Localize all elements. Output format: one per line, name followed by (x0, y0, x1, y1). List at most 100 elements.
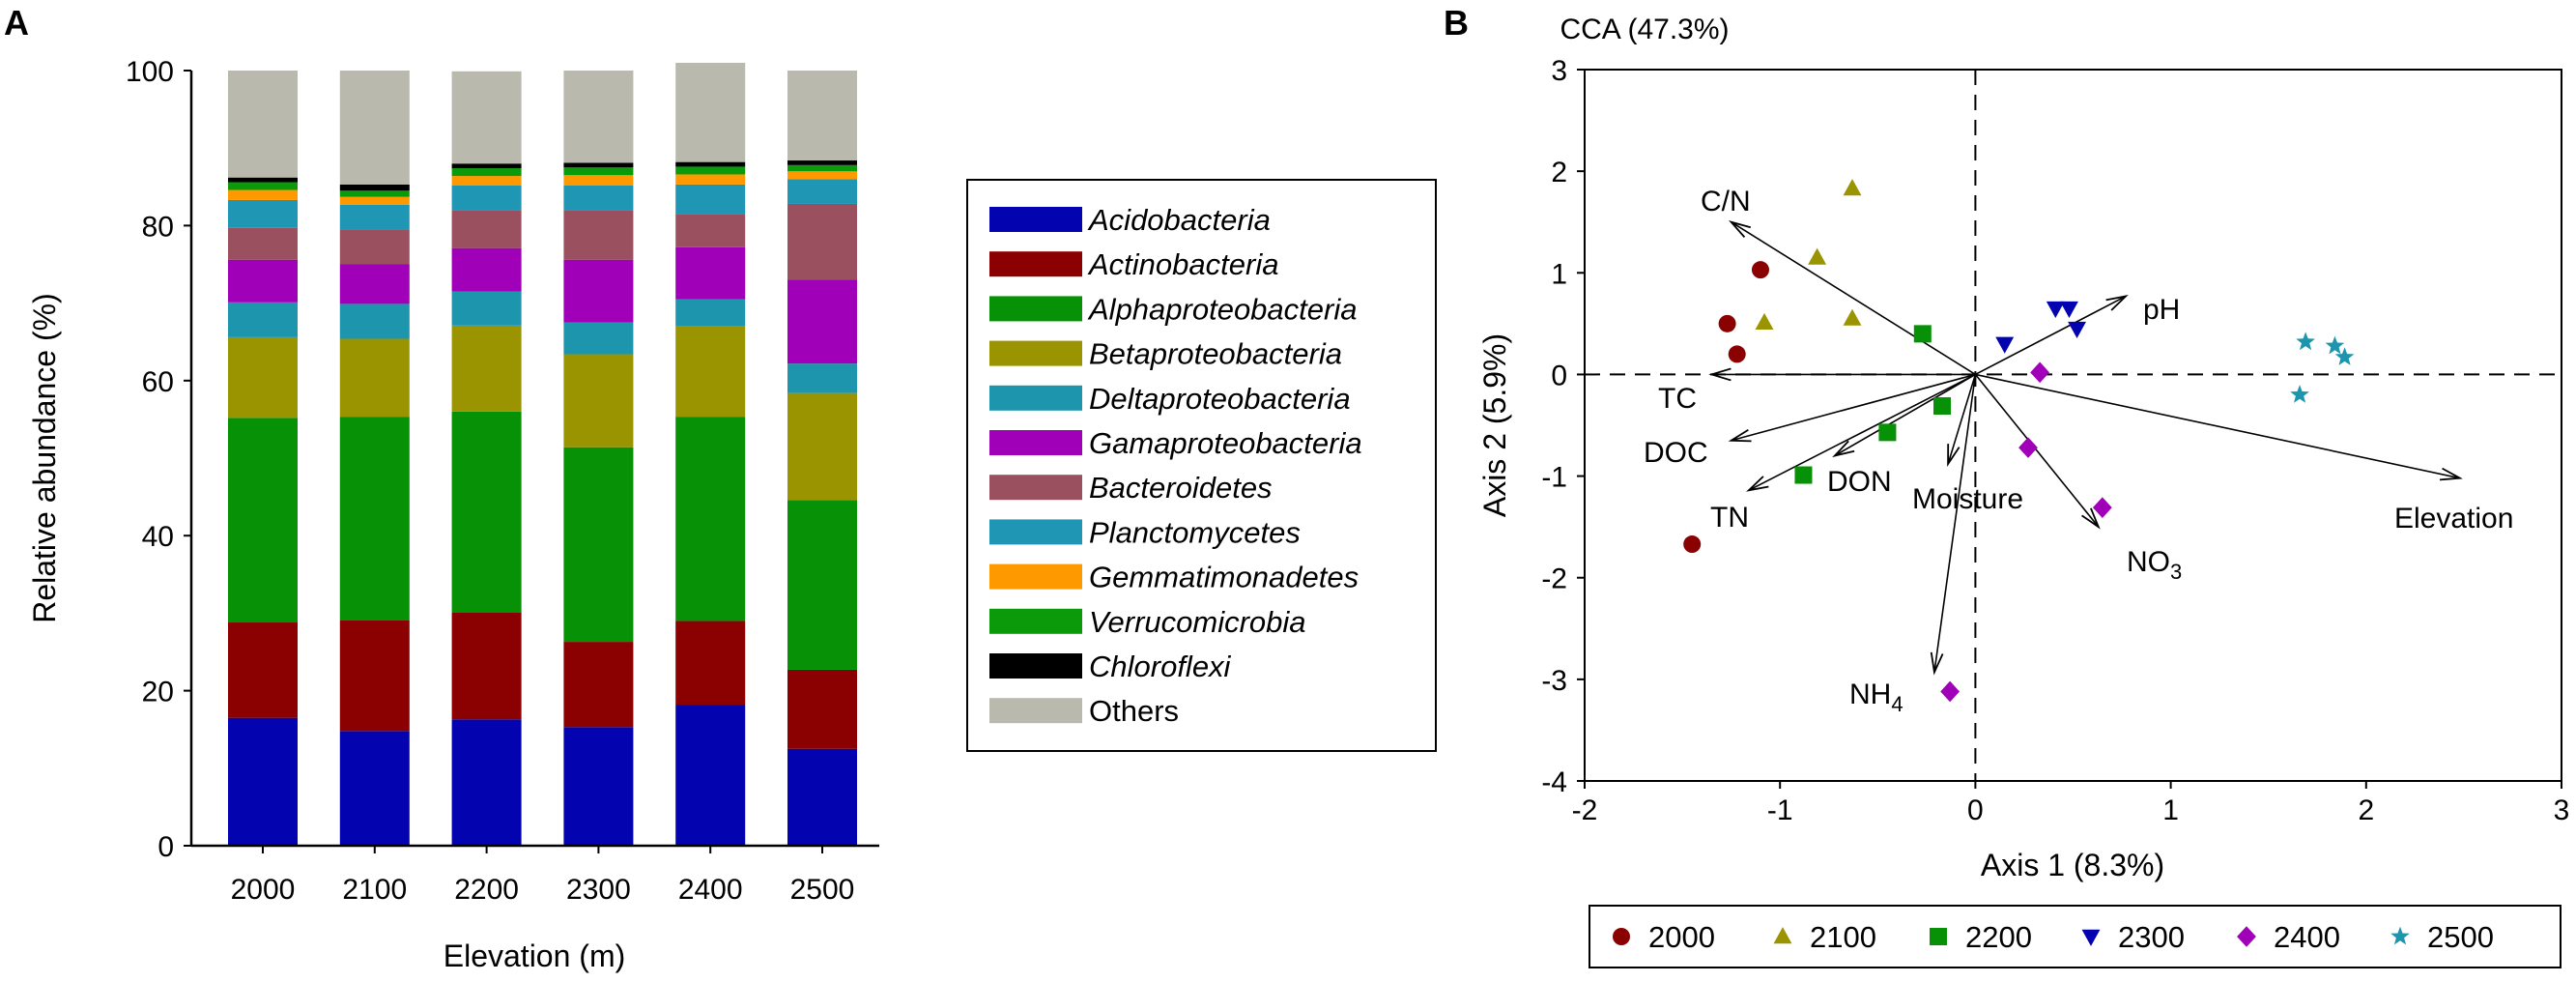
bar-stack-2500 (787, 71, 857, 846)
series-2300 (1995, 301, 2086, 354)
point-2000 (1728, 345, 1746, 363)
vector-arrowhead-tc (1708, 367, 1732, 382)
bar-stack-2400 (675, 62, 746, 846)
bar-segment-bacteroidetes (675, 214, 746, 247)
legend-label-betaproteobacteria: Betaproteobacteria (1089, 337, 1342, 371)
legend-marker-2200 (1930, 928, 1947, 945)
vector-arrowhead-c-n (1728, 220, 1752, 238)
bar-segment-actinobacteria (787, 669, 857, 749)
vector-don (1834, 373, 1976, 457)
bar-segment-deltaproteobacteria (563, 322, 634, 355)
bar-segment-gamaproteobacteria (675, 246, 746, 300)
legend-b: 2000 2100 2200 2300 2400 2500 (1589, 905, 2562, 968)
point-2400 (2018, 437, 2038, 458)
cca-plot-frame (1584, 69, 2562, 782)
vector-tn (1748, 373, 1976, 492)
vector-arrowhead-no3 (2081, 507, 2101, 530)
vector-elevation (1975, 373, 2461, 479)
bar-segment-planctomycetes (451, 185, 522, 211)
legend-label-planctomycetes: Planctomycetes (1089, 515, 1301, 549)
legend-label-2400: 2400 (2274, 920, 2340, 954)
bar-segment-betaproteobacteria (339, 338, 410, 418)
legend-label-acidobacteria: Acidobacteria (1087, 203, 1271, 237)
point-2100 (1755, 312, 1774, 331)
bar-segment-chloroflexi (339, 184, 410, 191)
vector-moisture (1947, 374, 1977, 465)
x-tick-label: 2100 (342, 874, 407, 906)
x-tick-label: 2200 (454, 874, 519, 906)
bar-segment-gemmatimonadetes (563, 175, 634, 186)
bar-segment-betaproteobacteria (675, 326, 746, 418)
point-2200 (1933, 397, 1952, 416)
cca-x-tick-label: 1 (2162, 794, 2179, 826)
bar-segment-acidobacteria (339, 731, 410, 846)
point-2400 (2092, 497, 2112, 518)
bar-segment-gemmatimonadetes (787, 171, 857, 180)
legend-label-chloroflexi: Chloroflexi (1089, 650, 1232, 683)
legend-label-2000: 2000 (1648, 920, 1715, 954)
label-tc: TC (1658, 383, 1697, 415)
panel-b-letter: B (1444, 3, 1469, 43)
series-2100 (1755, 179, 1862, 331)
bar-segment-verrucomicrobia (563, 167, 634, 176)
bar-segment-bacteroidetes (339, 229, 410, 265)
y-ticks: 0 20 40 60 80 100 (126, 56, 191, 863)
cca-y-axis-label: Axis 2 (5.9%) (1477, 333, 1512, 517)
bar-segment-alphaproteobacteria (339, 417, 410, 621)
vector-arrowhead-nh4 (1930, 651, 1944, 676)
vector-labels: C/N pH TC DOC DON TN Moisture NO3 NH4 El… (1644, 186, 2513, 716)
label-tn: TN (1710, 502, 1749, 534)
legend-b-frame (1589, 905, 2562, 968)
bar-segment-acidobacteria (675, 705, 746, 846)
bar-segment-planctomycetes (787, 179, 857, 204)
bar-stack-2100 (339, 71, 410, 846)
legend-a: Acidobacteria Actinobacteria Alphaproteoba… (966, 179, 1437, 752)
bar-segment-planctomycetes (228, 199, 298, 228)
point-2000 (1718, 314, 1736, 332)
legend-swatch-acidobacteria (989, 207, 1082, 232)
legend-label-bacteroidetes: Bacteroidetes (1089, 471, 1273, 505)
cca-x-tick-label: 2 (2358, 794, 2374, 826)
point-2400 (2030, 361, 2050, 384)
legend-label-gemmatimonadetes: Gemmatimonadetes (1089, 561, 1359, 594)
vector-ph (1975, 295, 2127, 376)
bar-segment-gemmatimonadetes (339, 196, 410, 205)
vector-c-n (1731, 221, 1976, 376)
point-2100 (1843, 308, 1862, 326)
legend-swatch-planctomycetes (989, 519, 1082, 545)
bar-segment-chloroflexi (787, 160, 857, 165)
bar-segment-actinobacteria (451, 612, 522, 720)
cca-title: CCA (47.3%) (1560, 14, 1729, 45)
legend-label-deltaproteobacteria: Deltaproteobacteria (1089, 382, 1351, 416)
stacked-bar-chart: 0 20 40 60 80 100 2000 2100 2200 2300 2400 2500 Re… (27, 56, 1437, 973)
panel-a-letter: A (4, 3, 29, 43)
vector-arrowhead-don (1832, 440, 1855, 458)
bar-segment-chloroflexi (451, 163, 522, 169)
cca-ticks: -2 -1 0 1 2 3 -4 -3 -2 -1 0 1 2 3 (1541, 55, 2569, 826)
point-2500 (2290, 385, 2309, 403)
legend-swatch-alphaproteobacteria (989, 296, 1082, 322)
label-don: DON (1827, 466, 1892, 498)
point-2300 (2046, 301, 2065, 318)
point-2200 (1878, 423, 1897, 442)
cca-y-tick-label: 3 (1551, 55, 1567, 87)
point-2300 (1995, 336, 2015, 354)
y-tick-label: 40 (142, 521, 174, 553)
bar-segment-deltaproteobacteria (451, 291, 522, 326)
x-tick-label: 2400 (678, 874, 743, 906)
bar-segment-others (563, 71, 634, 163)
bar-segment-gemmatimonadetes (675, 174, 746, 185)
bar-segment-bacteroidetes (451, 210, 522, 248)
bar-segment-gemmatimonadetes (228, 189, 298, 200)
bar-segment-deltaproteobacteria (228, 302, 298, 337)
bar-segment-gamaproteobacteria (787, 279, 857, 364)
legend-swatch-betaproteobacteria (989, 340, 1082, 366)
point-2500 (2296, 332, 2315, 351)
legend-marker-2400 (2237, 926, 2256, 947)
bar-segment-acidobacteria (228, 717, 298, 846)
cca-y-tick-label: 2 (1551, 157, 1567, 188)
x-tick-label: 2300 (566, 874, 631, 906)
x-axis-label: Elevation (m) (444, 939, 626, 973)
bar-segment-actinobacteria (675, 621, 746, 706)
point-2300 (2068, 321, 2086, 339)
